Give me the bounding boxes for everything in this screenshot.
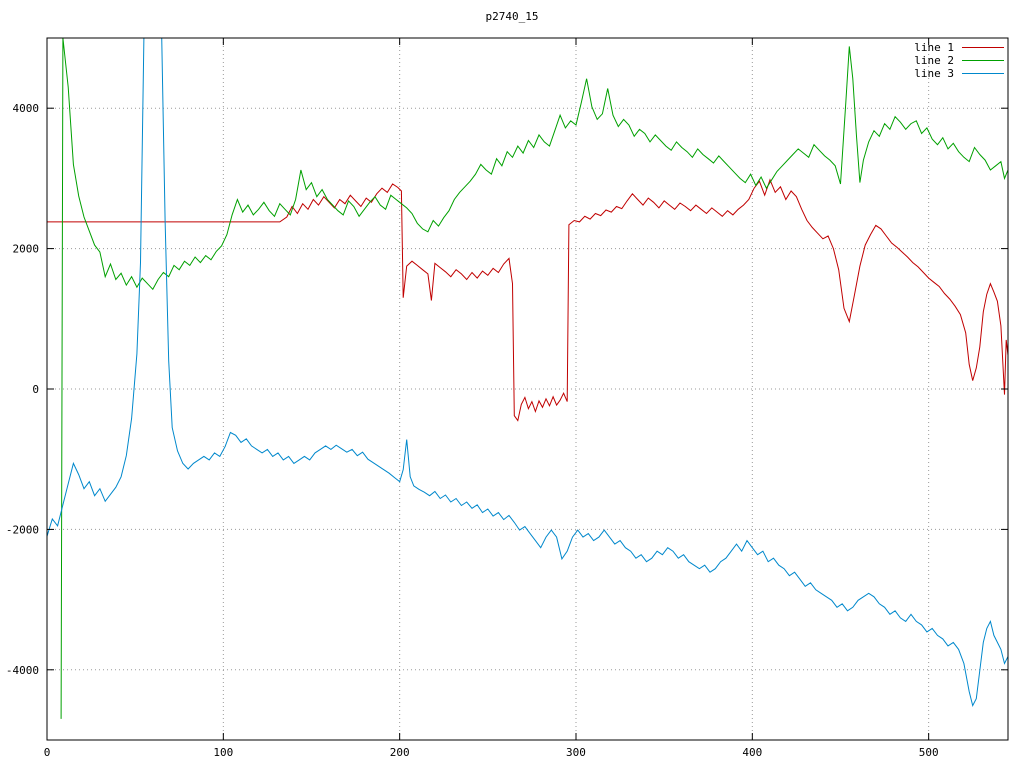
legend-line-swatch xyxy=(962,59,1004,61)
legend: line 1 line 2 line 3 xyxy=(914,40,1004,80)
svg-text:-4000: -4000 xyxy=(6,664,39,677)
svg-text:200: 200 xyxy=(390,746,410,759)
legend-line-swatch xyxy=(962,46,1004,48)
svg-text:2000: 2000 xyxy=(13,243,40,256)
svg-text:0: 0 xyxy=(32,383,39,396)
svg-text:300: 300 xyxy=(566,746,586,759)
legend-item: line 3 xyxy=(914,66,1004,80)
legend-item: line 2 xyxy=(914,53,1004,67)
svg-text:-2000: -2000 xyxy=(6,523,39,536)
legend-label: line 3 xyxy=(914,66,954,80)
svg-text:0: 0 xyxy=(44,746,51,759)
legend-label: line 2 xyxy=(914,53,954,67)
legend-line-swatch xyxy=(962,72,1004,74)
svg-text:500: 500 xyxy=(919,746,939,759)
svg-text:100: 100 xyxy=(213,746,233,759)
svg-text:4000: 4000 xyxy=(13,102,40,115)
svg-text:400: 400 xyxy=(742,746,762,759)
legend-item: line 1 xyxy=(914,40,1004,54)
chart-title: p2740_15 xyxy=(485,10,539,23)
legend-label: line 1 xyxy=(914,40,954,54)
